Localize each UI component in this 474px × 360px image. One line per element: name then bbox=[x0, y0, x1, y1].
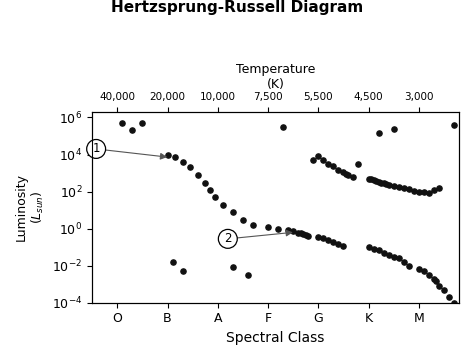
Point bbox=[377, 180, 385, 186]
Point bbox=[289, 229, 297, 234]
Point bbox=[455, 305, 463, 311]
Point bbox=[211, 194, 219, 200]
Point bbox=[207, 187, 214, 193]
Point bbox=[425, 273, 433, 278]
Point bbox=[345, 172, 352, 178]
Point bbox=[164, 152, 171, 157]
Point bbox=[450, 300, 458, 306]
Point bbox=[335, 241, 342, 247]
Point bbox=[229, 264, 237, 269]
Point bbox=[314, 234, 322, 240]
Point bbox=[314, 153, 322, 159]
Point bbox=[395, 184, 402, 190]
Point bbox=[171, 154, 179, 160]
Point bbox=[372, 179, 380, 184]
Point bbox=[395, 255, 402, 261]
Point bbox=[367, 177, 375, 183]
Point bbox=[138, 120, 146, 126]
Y-axis label: Luminosity
($L_{sun}$): Luminosity ($L_{sun}$) bbox=[15, 173, 46, 241]
Text: Hertzsprung-Russell Diagram: Hertzsprung-Russell Diagram bbox=[111, 0, 363, 15]
Point bbox=[244, 273, 252, 278]
Point bbox=[390, 183, 398, 189]
Point bbox=[380, 250, 387, 256]
Point bbox=[400, 260, 408, 265]
Point bbox=[304, 233, 312, 239]
Point bbox=[329, 163, 337, 168]
Point bbox=[405, 186, 412, 192]
Point bbox=[249, 222, 257, 228]
Point bbox=[264, 224, 272, 230]
X-axis label: Temperature
(K): Temperature (K) bbox=[236, 63, 315, 91]
Point bbox=[425, 190, 433, 196]
Point bbox=[297, 230, 304, 236]
Point bbox=[415, 266, 423, 271]
Point bbox=[420, 189, 428, 195]
X-axis label: Spectral Class: Spectral Class bbox=[227, 331, 325, 345]
Point bbox=[435, 185, 443, 191]
Point bbox=[410, 188, 418, 194]
Point bbox=[380, 180, 387, 186]
Point bbox=[375, 130, 383, 136]
Point bbox=[201, 180, 209, 186]
Point bbox=[370, 246, 377, 252]
Point bbox=[385, 252, 392, 257]
Point bbox=[339, 243, 347, 248]
Point bbox=[342, 171, 350, 177]
Point bbox=[310, 157, 317, 163]
Point bbox=[375, 179, 383, 185]
Point bbox=[128, 127, 136, 133]
Point bbox=[279, 124, 287, 130]
Point bbox=[302, 232, 310, 238]
Point bbox=[415, 189, 423, 194]
Point bbox=[274, 226, 282, 231]
Point bbox=[430, 187, 438, 193]
Point bbox=[325, 161, 332, 167]
Point bbox=[284, 228, 292, 233]
Point bbox=[186, 165, 194, 170]
Point bbox=[319, 157, 327, 163]
Point bbox=[179, 268, 186, 274]
Point bbox=[300, 231, 307, 237]
Point bbox=[390, 126, 398, 131]
Point bbox=[440, 287, 448, 293]
Point bbox=[420, 268, 428, 274]
Point bbox=[375, 247, 383, 253]
Point bbox=[390, 254, 398, 260]
Point bbox=[219, 202, 227, 207]
Text: 2: 2 bbox=[224, 232, 232, 246]
Point bbox=[294, 230, 302, 235]
Point bbox=[194, 172, 201, 178]
Point bbox=[365, 244, 373, 250]
Point bbox=[335, 167, 342, 173]
Point bbox=[350, 174, 357, 180]
Point bbox=[383, 181, 390, 187]
Point bbox=[430, 276, 438, 282]
Point bbox=[325, 237, 332, 243]
Point bbox=[229, 209, 237, 215]
Point bbox=[435, 283, 443, 289]
Point bbox=[450, 122, 458, 128]
Point bbox=[400, 185, 408, 191]
Point bbox=[385, 183, 392, 188]
Point bbox=[169, 260, 176, 265]
Point bbox=[433, 278, 440, 284]
Point bbox=[445, 294, 453, 300]
Text: 1: 1 bbox=[92, 143, 100, 156]
Point bbox=[365, 176, 373, 181]
Point bbox=[355, 161, 362, 167]
Point bbox=[339, 169, 347, 175]
Point bbox=[239, 217, 246, 223]
Point bbox=[405, 263, 412, 269]
Point bbox=[319, 235, 327, 241]
Point bbox=[329, 239, 337, 244]
Point bbox=[179, 159, 186, 165]
Point bbox=[118, 120, 126, 126]
Point bbox=[370, 177, 377, 183]
